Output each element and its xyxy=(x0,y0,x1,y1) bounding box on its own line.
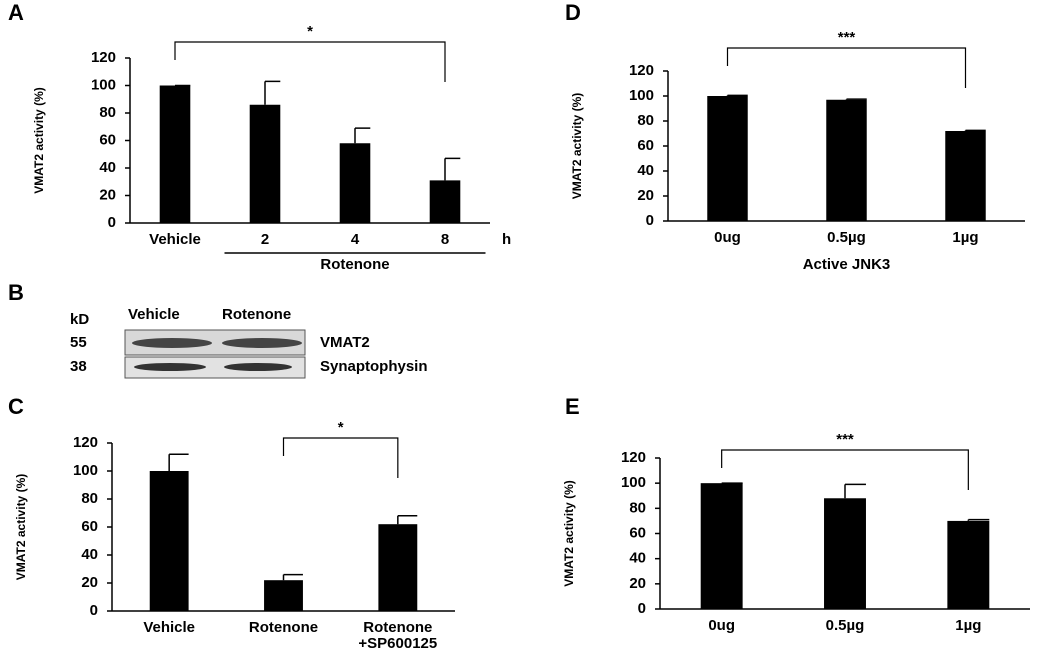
bar xyxy=(429,180,461,223)
x-tick-label: 0ug xyxy=(708,617,735,634)
bar xyxy=(159,85,191,223)
panel-letter: A xyxy=(8,0,24,25)
y-tick-label: 0 xyxy=(90,602,98,619)
y-tick-label: 40 xyxy=(81,546,98,563)
panel-letter: D xyxy=(565,0,581,25)
error-bar xyxy=(264,80,281,105)
x-tick-label: 0.5µg xyxy=(826,617,865,634)
x-tick-label: Rotenone +SP600125 xyxy=(358,619,437,649)
error-bar xyxy=(282,573,303,581)
y-tick-label: 40 xyxy=(99,159,116,176)
error-bar xyxy=(845,98,867,100)
error-bar xyxy=(967,518,990,521)
x-tick-label: Rotenone xyxy=(249,619,318,636)
bar xyxy=(700,483,743,609)
x-tick-label: 0.5µg xyxy=(827,229,866,246)
band-name: VMAT2 xyxy=(320,334,370,351)
y-tick-label: 20 xyxy=(99,186,116,203)
y-tick-label: 100 xyxy=(91,76,116,93)
band-size: 55 xyxy=(70,334,87,351)
lane-label: Vehicle xyxy=(128,306,180,323)
significance-label: *** xyxy=(836,431,854,448)
y-tick-label: 40 xyxy=(629,550,646,567)
y-tick-label: 0 xyxy=(638,600,646,617)
y-tick-label: 120 xyxy=(91,49,116,66)
y-tick-label: 100 xyxy=(73,462,98,479)
significance-label: * xyxy=(338,419,344,436)
y-tick-label: 20 xyxy=(629,575,646,592)
significance-bracket xyxy=(721,449,969,490)
x-unit-label: h xyxy=(502,231,511,248)
significance-label: *** xyxy=(838,29,856,46)
bar xyxy=(826,99,867,221)
error-bar xyxy=(444,157,461,181)
x-tick-label: 0ug xyxy=(714,229,741,246)
y-tick-label: 80 xyxy=(81,490,98,507)
bar xyxy=(824,498,866,609)
y-tick-label: 120 xyxy=(629,62,654,79)
y-tick-label: 60 xyxy=(629,524,646,541)
y-tick-label: 20 xyxy=(637,187,654,204)
group-label: Rotenone xyxy=(320,256,389,273)
significance-bracket xyxy=(726,47,967,88)
x-tick-label: Vehicle xyxy=(143,619,195,636)
bar xyxy=(378,524,418,611)
y-tick-label: 20 xyxy=(81,574,98,591)
y-axis-label: VMAT2 activity (%) xyxy=(14,474,28,580)
y-tick-label: 100 xyxy=(621,474,646,491)
error-bar xyxy=(397,515,418,525)
blot-unit: kD xyxy=(70,311,89,328)
y-tick-label: 80 xyxy=(629,499,646,516)
error-bar xyxy=(726,94,748,97)
error-bar xyxy=(844,483,866,499)
significance-bracket xyxy=(174,41,446,82)
y-tick-label: 80 xyxy=(637,112,654,129)
significance-bracket xyxy=(282,437,399,478)
y-axis-label: VMAT2 activity (%) xyxy=(562,480,576,586)
y-tick-label: 60 xyxy=(99,131,116,148)
x-tick-label: Vehicle xyxy=(149,231,201,248)
bar xyxy=(339,143,371,223)
x-tick-label: 4 xyxy=(351,231,360,248)
y-tick-label: 100 xyxy=(629,87,654,104)
y-axis-label: VMAT2 activity (%) xyxy=(570,93,584,199)
significance-label: * xyxy=(307,23,313,40)
error-bar xyxy=(964,129,986,132)
blot-image xyxy=(124,329,306,379)
lane-label: Rotenone xyxy=(222,306,291,323)
bar xyxy=(945,131,986,221)
band-name: Synaptophysin xyxy=(320,358,428,375)
y-tick-label: 40 xyxy=(637,162,654,179)
x-tick-label: 1µg xyxy=(952,229,978,246)
x-tick-label: 2 xyxy=(261,231,269,248)
panel-letter: C xyxy=(8,394,24,419)
error-bar xyxy=(354,127,371,144)
y-tick-label: 120 xyxy=(73,434,98,451)
y-axis-label: VMAT2 activity (%) xyxy=(32,87,46,193)
y-tick-label: 0 xyxy=(646,212,654,229)
band-size: 38 xyxy=(70,358,87,375)
y-tick-label: 0 xyxy=(108,214,116,231)
x-tick-label: 8 xyxy=(441,231,449,248)
bar xyxy=(149,471,189,611)
panel-letter: B xyxy=(8,280,24,305)
panel-letter: E xyxy=(565,394,580,419)
error-bar xyxy=(168,453,189,471)
y-tick-label: 60 xyxy=(81,518,98,535)
bar xyxy=(264,580,303,611)
x-axis-label: Active JNK3 xyxy=(803,256,891,273)
bar xyxy=(249,104,281,223)
y-tick-label: 120 xyxy=(621,449,646,466)
y-tick-label: 80 xyxy=(99,104,116,121)
bar xyxy=(947,520,990,609)
x-tick-label: 1µg xyxy=(955,617,981,634)
bar xyxy=(707,96,748,221)
y-tick-label: 60 xyxy=(637,137,654,154)
